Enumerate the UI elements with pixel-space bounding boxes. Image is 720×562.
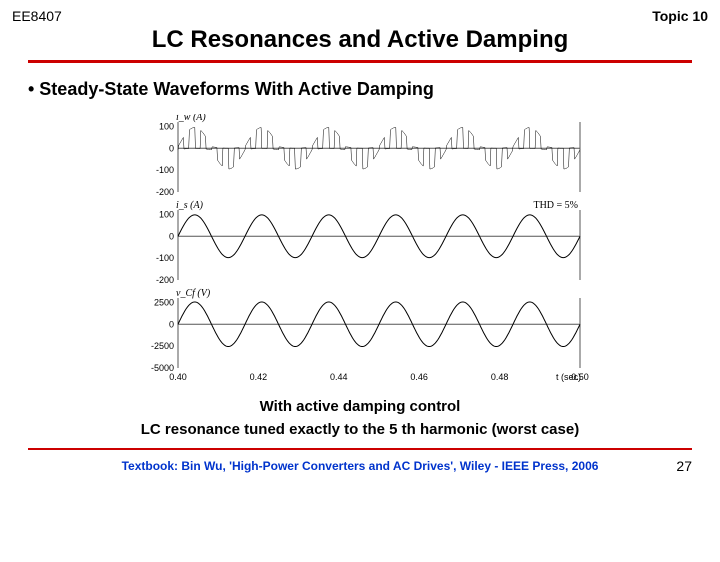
bullet-heading: • Steady-State Waveforms With Active Dam… bbox=[0, 63, 720, 106]
svg-text:0: 0 bbox=[169, 143, 174, 153]
waveform-chart: 1000-100-200i_w (A)1000-100-200i_s (A)TH… bbox=[130, 114, 590, 394]
caption-2: LC resonance tuned exactly to the 5 th h… bbox=[0, 421, 720, 438]
svg-text:0.40: 0.40 bbox=[169, 372, 187, 382]
page-number: 27 bbox=[662, 458, 692, 474]
caption-1: With active damping control bbox=[0, 398, 720, 415]
svg-text:0: 0 bbox=[169, 319, 174, 329]
topic-label: Topic 10 bbox=[652, 8, 708, 24]
svg-text:0.44: 0.44 bbox=[330, 372, 348, 382]
footer: Textbook: Bin Wu, 'High-Power Converters… bbox=[0, 450, 720, 474]
svg-text:t (sec): t (sec) bbox=[556, 372, 581, 382]
svg-text:THD = 5%: THD = 5% bbox=[533, 200, 578, 211]
svg-text:0.46: 0.46 bbox=[410, 372, 428, 382]
svg-text:v_Cf (V): v_Cf (V) bbox=[176, 288, 211, 299]
page-title: LC Resonances and Active Damping bbox=[0, 24, 720, 60]
svg-text:100: 100 bbox=[159, 209, 174, 219]
course-code: EE8407 bbox=[12, 8, 62, 24]
svg-text:-200: -200 bbox=[156, 275, 174, 285]
svg-text:-100: -100 bbox=[156, 253, 174, 263]
svg-text:100: 100 bbox=[159, 121, 174, 131]
textbook-ref: Textbook: Bin Wu, 'High-Power Converters… bbox=[58, 459, 662, 473]
svg-text:-200: -200 bbox=[156, 187, 174, 197]
svg-text:0: 0 bbox=[169, 231, 174, 241]
svg-text:0.48: 0.48 bbox=[491, 372, 509, 382]
svg-text:-2500: -2500 bbox=[151, 341, 174, 351]
header-row: EE8407 Topic 10 bbox=[0, 0, 720, 24]
svg-text:0.42: 0.42 bbox=[250, 372, 268, 382]
waveform-svg: 1000-100-200i_w (A)1000-100-200i_s (A)TH… bbox=[130, 114, 590, 394]
svg-text:i_s (A): i_s (A) bbox=[176, 200, 204, 211]
svg-text:i_w (A): i_w (A) bbox=[176, 114, 206, 123]
svg-text:-100: -100 bbox=[156, 165, 174, 175]
svg-text:2500: 2500 bbox=[154, 297, 174, 307]
